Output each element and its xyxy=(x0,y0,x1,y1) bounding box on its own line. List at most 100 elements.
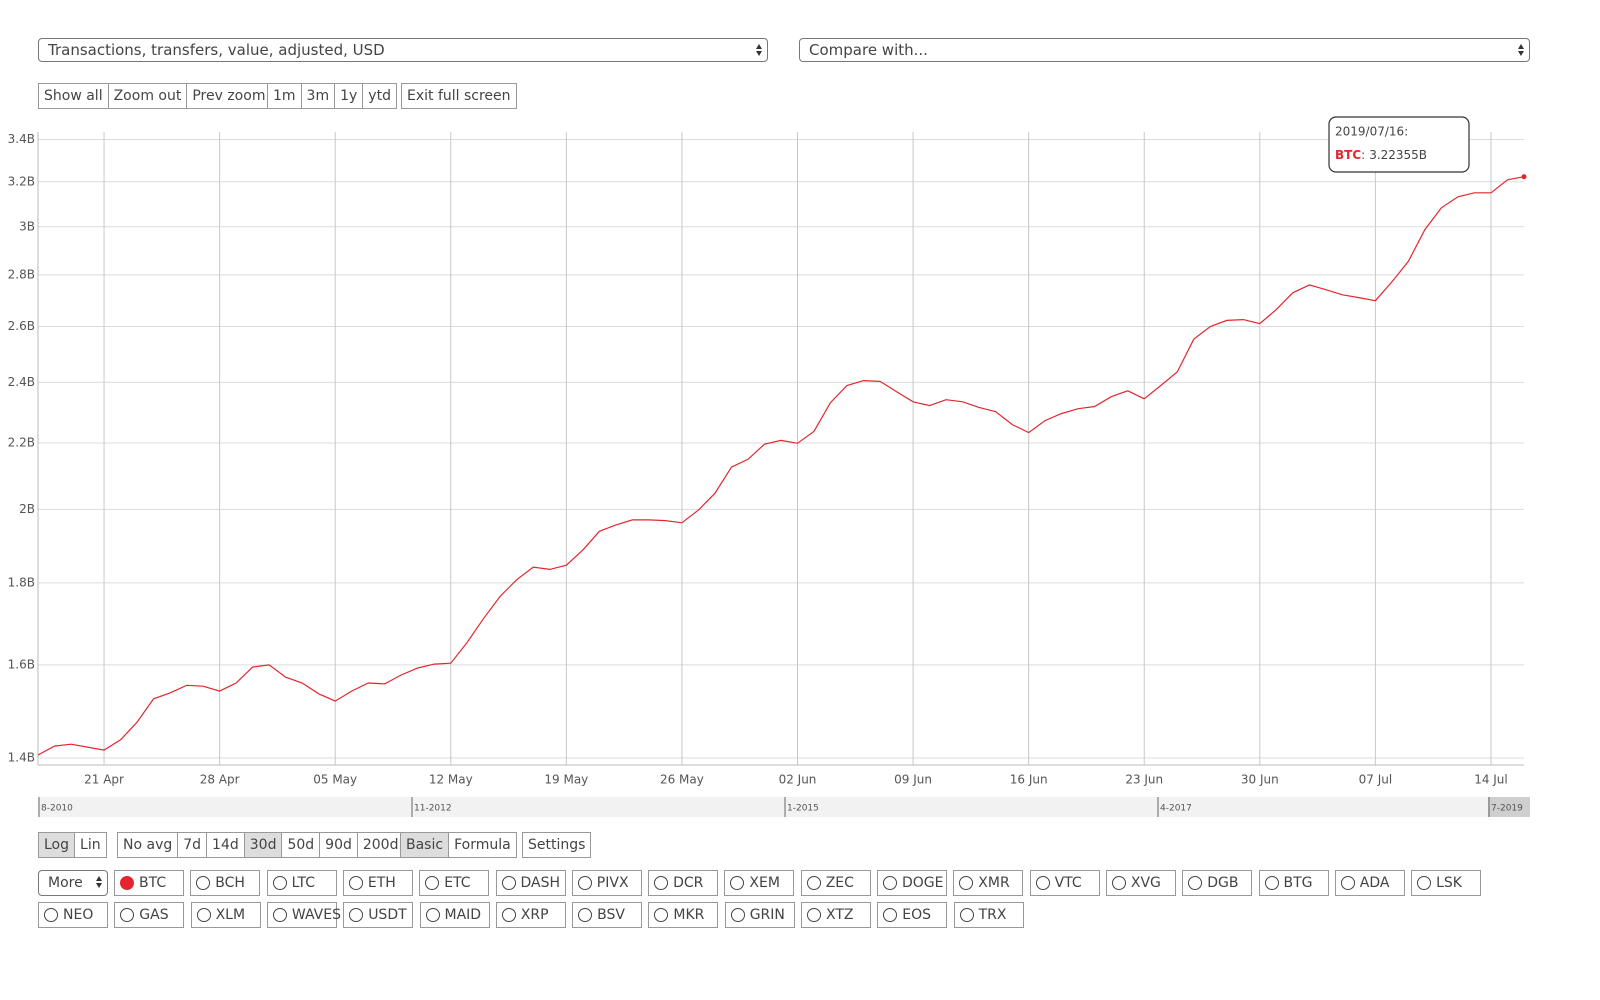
arrow xyxy=(96,883,102,888)
asset-toggle[interactable]: BTC xyxy=(114,870,184,896)
compare-select[interactable]: Compare with... xyxy=(799,38,1530,62)
button[interactable]: Basic xyxy=(401,833,450,857)
asset-toggle[interactable]: XRP xyxy=(495,902,566,928)
asset-label: XVG xyxy=(1130,875,1161,891)
asset-toggle[interactable]: LTC xyxy=(266,870,337,896)
button[interactable]: ytd xyxy=(363,84,396,108)
asset-toggle[interactable]: LSK xyxy=(1411,870,1482,896)
asset-toggle[interactable]: GRIN xyxy=(724,902,795,928)
button[interactable]: Show all xyxy=(39,84,109,108)
asset-toggle[interactable]: BCH xyxy=(190,870,261,896)
asset-toggle[interactable]: ZEC xyxy=(800,870,871,896)
x-tick-label: 02 Jun xyxy=(779,773,817,787)
x-tick-label: 23 Jun xyxy=(1125,773,1163,787)
radio xyxy=(1111,876,1126,890)
x-tick-label: 26 May xyxy=(660,773,704,787)
button[interactable]: 7d xyxy=(178,833,208,857)
asset-toggle[interactable]: USDT xyxy=(343,902,414,928)
tooltip-box xyxy=(1328,116,1470,173)
asset-toggle[interactable]: DASH xyxy=(495,870,566,896)
select-text: More xyxy=(48,875,83,891)
asset-toggle[interactable]: GAS xyxy=(114,902,185,928)
y-tick-label: 3B xyxy=(19,219,35,233)
asset-toggle[interactable]: BTG xyxy=(1258,870,1329,896)
y-tick-label: 2B xyxy=(19,502,35,516)
asset-toggle[interactable]: MAID xyxy=(419,902,490,928)
radio xyxy=(425,876,440,890)
button[interactable]: No avg xyxy=(118,833,179,857)
asset-toggle[interactable]: MKR xyxy=(648,902,719,928)
radio xyxy=(654,876,669,890)
button[interactable]: 14d xyxy=(207,833,245,857)
asset-label: GAS xyxy=(139,907,169,923)
more-select[interactable]: More xyxy=(38,870,108,896)
asset-label: DASH xyxy=(520,875,561,891)
radio xyxy=(1417,876,1432,890)
button[interactable]: Zoom out xyxy=(108,84,188,108)
asset-label: XEM xyxy=(749,875,780,891)
asset-label: EOS xyxy=(902,907,932,923)
navigator-label: 1-2015 xyxy=(787,804,819,814)
navigator-label: 11-2012 xyxy=(414,804,452,814)
button[interactable]: 200d xyxy=(357,833,404,857)
asset-label: GRIN xyxy=(749,907,785,923)
asset-label: MAID xyxy=(444,907,482,923)
asset-toggle[interactable]: XTZ xyxy=(801,902,871,928)
y-tick-label: 3.2B xyxy=(8,174,35,188)
asset-label: XMR xyxy=(978,875,1010,891)
y-tick-label: 2.2B xyxy=(8,435,35,449)
y-tick-label: 1.4B xyxy=(8,750,35,764)
radio xyxy=(1340,876,1355,890)
asset-toggle[interactable]: WAVES xyxy=(266,902,341,928)
asset-toggle[interactable]: TRX xyxy=(953,902,1024,928)
navigator xyxy=(38,797,1530,817)
asset-toggle[interactable]: XEM xyxy=(724,870,795,896)
x-tick-label: 12 May xyxy=(429,773,473,787)
asset-toggle[interactable]: PIVX xyxy=(571,870,642,896)
button[interactable]: 90d xyxy=(320,833,358,857)
button-group: No avg 7d 14d 30d 50d 90d 200d xyxy=(117,832,405,858)
radio xyxy=(272,908,287,922)
button[interactable]: Lin xyxy=(75,833,106,857)
button[interactable]: Prev zoom xyxy=(187,84,271,108)
asset-toggle[interactable]: NEO xyxy=(38,902,108,928)
asset-label: LSK xyxy=(1436,875,1462,891)
tooltip-value: BTC: 3.22355B xyxy=(1335,148,1427,162)
button[interactable]: Formula xyxy=(449,833,516,857)
button-group: Show all Zoom out Prev zoom xyxy=(38,83,272,109)
tooltip-number: 3.22355B xyxy=(1369,148,1427,162)
asset-toggle[interactable]: XLM xyxy=(190,902,261,928)
asset-toggle[interactable]: VTC xyxy=(1029,870,1100,896)
radio xyxy=(654,908,669,922)
asset-toggle[interactable]: ETH xyxy=(342,870,413,896)
asset-toggle[interactable]: XMR xyxy=(953,870,1024,896)
asset-toggle[interactable]: DCR xyxy=(648,870,719,896)
asset-toggle[interactable]: DOGE xyxy=(877,870,947,896)
asset-toggle[interactable]: BSV xyxy=(572,902,643,928)
button[interactable]: 1y xyxy=(335,84,364,108)
asset-toggle[interactable]: ADA xyxy=(1334,870,1405,896)
asset-label: XTZ xyxy=(826,907,854,923)
button[interactable]: 1m xyxy=(268,84,302,108)
asset-label: WAVES xyxy=(291,907,341,923)
asset-toggle[interactable]: ETC xyxy=(419,870,490,896)
x-tick-label: 14 Jul xyxy=(1474,773,1508,787)
metric-select[interactable]: Transactions, transfers, value, adjusted… xyxy=(38,38,768,62)
asset-label: BTC xyxy=(139,875,167,891)
arrow xyxy=(96,876,102,881)
button[interactable]: 3m xyxy=(301,84,336,108)
asset-toggle[interactable]: XVG xyxy=(1105,870,1176,896)
x-tick-label: 05 May xyxy=(313,773,357,787)
button[interactable]: 30d xyxy=(244,833,283,857)
y-tick-label: 1.6B xyxy=(8,657,35,671)
button[interactable]: Exit full screen xyxy=(402,84,516,108)
asset-toggle[interactable]: EOS xyxy=(877,902,948,928)
asset-toggle[interactable]: DGB xyxy=(1182,870,1253,896)
navigator-label: 8-2010 xyxy=(41,804,73,814)
asset-label: DGB xyxy=(1207,875,1239,891)
button[interactable]: 50d xyxy=(282,833,321,857)
radio xyxy=(1188,876,1203,890)
button[interactable]: Settings xyxy=(523,833,591,857)
button[interactable]: Log xyxy=(39,833,76,857)
